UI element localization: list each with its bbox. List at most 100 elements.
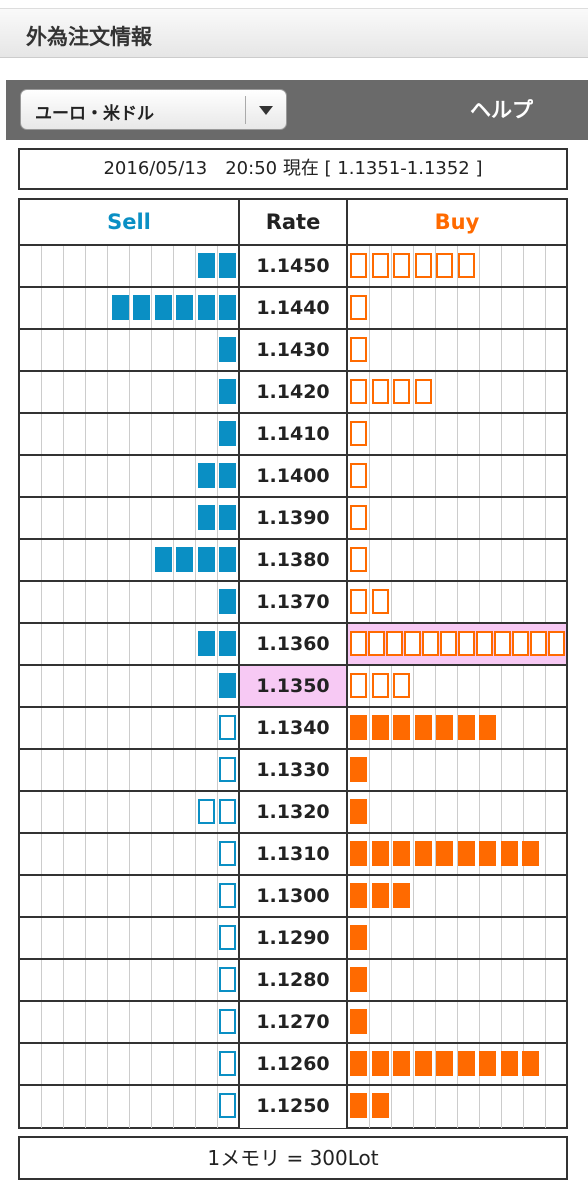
buy-box [522, 1051, 539, 1076]
buy-cell [348, 1086, 566, 1128]
buy-box [350, 379, 367, 404]
sell-box [219, 883, 236, 908]
sell-box [219, 589, 236, 614]
buy-box [371, 379, 389, 404]
pair-select[interactable]: ユーロ・米ドル [20, 89, 287, 130]
sell-box [219, 379, 236, 404]
buy-box [350, 715, 367, 740]
buy-box [350, 799, 367, 824]
buy-box [350, 253, 367, 278]
rate-cell: 1.1340 [240, 708, 348, 750]
buy-box [458, 631, 475, 656]
buy-cell [348, 456, 566, 498]
buy-cell [348, 708, 566, 750]
buy-box [436, 841, 453, 866]
rate-cell: 1.1290 [240, 918, 348, 960]
sell-cell [20, 246, 240, 288]
buy-cell [348, 246, 566, 288]
sell-cell [20, 876, 240, 918]
buy-box [422, 631, 439, 656]
rate-cell: 1.1410 [240, 414, 348, 456]
buy-box [457, 1051, 475, 1076]
buy-box [350, 295, 367, 320]
sell-box [219, 925, 236, 950]
sell-box [219, 253, 236, 278]
buy-cell [348, 876, 566, 918]
buy-box [414, 379, 432, 404]
buy-box [457, 715, 475, 740]
sell-cell [20, 960, 240, 1002]
sell-box [197, 631, 215, 656]
rate-cell: 1.1300 [240, 876, 348, 918]
divider [245, 96, 246, 124]
buy-box [350, 1009, 367, 1034]
sell-box [154, 547, 172, 572]
buy-box [350, 1093, 367, 1118]
buy-box [350, 1051, 367, 1076]
column-header: Sell [20, 200, 240, 246]
buy-box [393, 673, 410, 698]
buy-box [530, 631, 547, 656]
sell-cell [20, 414, 240, 456]
buy-box [371, 1051, 389, 1076]
sell-box [219, 715, 236, 740]
buy-box [436, 1051, 453, 1076]
sell-cell [20, 750, 240, 792]
buy-box [393, 841, 410, 866]
buy-cell [348, 288, 566, 330]
sell-box [219, 505, 236, 530]
sell-cell [20, 666, 240, 708]
sell-box [176, 547, 193, 572]
buy-box [350, 757, 367, 782]
column-header: Buy [348, 200, 566, 246]
buy-box [371, 841, 389, 866]
rate-cell: 1.1400 [240, 456, 348, 498]
sell-cell [20, 708, 240, 750]
sell-cell [20, 1086, 240, 1128]
buy-box [350, 463, 367, 488]
buy-box [371, 1093, 389, 1118]
buy-box [350, 967, 367, 992]
rate-cell: 1.1310 [240, 834, 348, 876]
buy-cell [348, 582, 566, 624]
rate-cell: 1.1280 [240, 960, 348, 1002]
rate-cell: 1.1330 [240, 750, 348, 792]
buy-box [436, 253, 453, 278]
sell-cell [20, 372, 240, 414]
buy-box [350, 505, 367, 530]
buy-box [479, 715, 496, 740]
help-link[interactable]: ヘルプ [470, 98, 533, 122]
buy-box [522, 841, 539, 866]
buy-cell [348, 1002, 566, 1044]
buy-cell [348, 666, 566, 708]
sell-box [133, 295, 150, 320]
sell-box [219, 673, 236, 698]
sell-cell [20, 330, 240, 372]
buy-box [500, 841, 518, 866]
buy-cell [348, 750, 566, 792]
sell-box [197, 253, 215, 278]
buy-box [414, 715, 432, 740]
sell-box [219, 547, 236, 572]
sell-box [197, 463, 215, 488]
buy-cell [348, 960, 566, 1002]
buy-box [393, 253, 410, 278]
buy-box [350, 421, 367, 446]
rate-cell: 1.1440 [240, 288, 348, 330]
buy-box [414, 1051, 432, 1076]
rate-cell: 1.1320 [240, 792, 348, 834]
buy-box [479, 841, 496, 866]
buy-box [440, 631, 457, 656]
buy-box [457, 841, 475, 866]
rate-cell: 1.1370 [240, 582, 348, 624]
rate-cell: 1.1430 [240, 330, 348, 372]
buy-box [350, 547, 367, 572]
sell-box [219, 463, 236, 488]
sell-cell [20, 1002, 240, 1044]
sell-box [154, 295, 172, 320]
sell-box [111, 295, 129, 320]
sell-cell [20, 582, 240, 624]
rate-cell: 1.1270 [240, 1002, 348, 1044]
sell-box [176, 295, 193, 320]
buy-box [371, 715, 389, 740]
